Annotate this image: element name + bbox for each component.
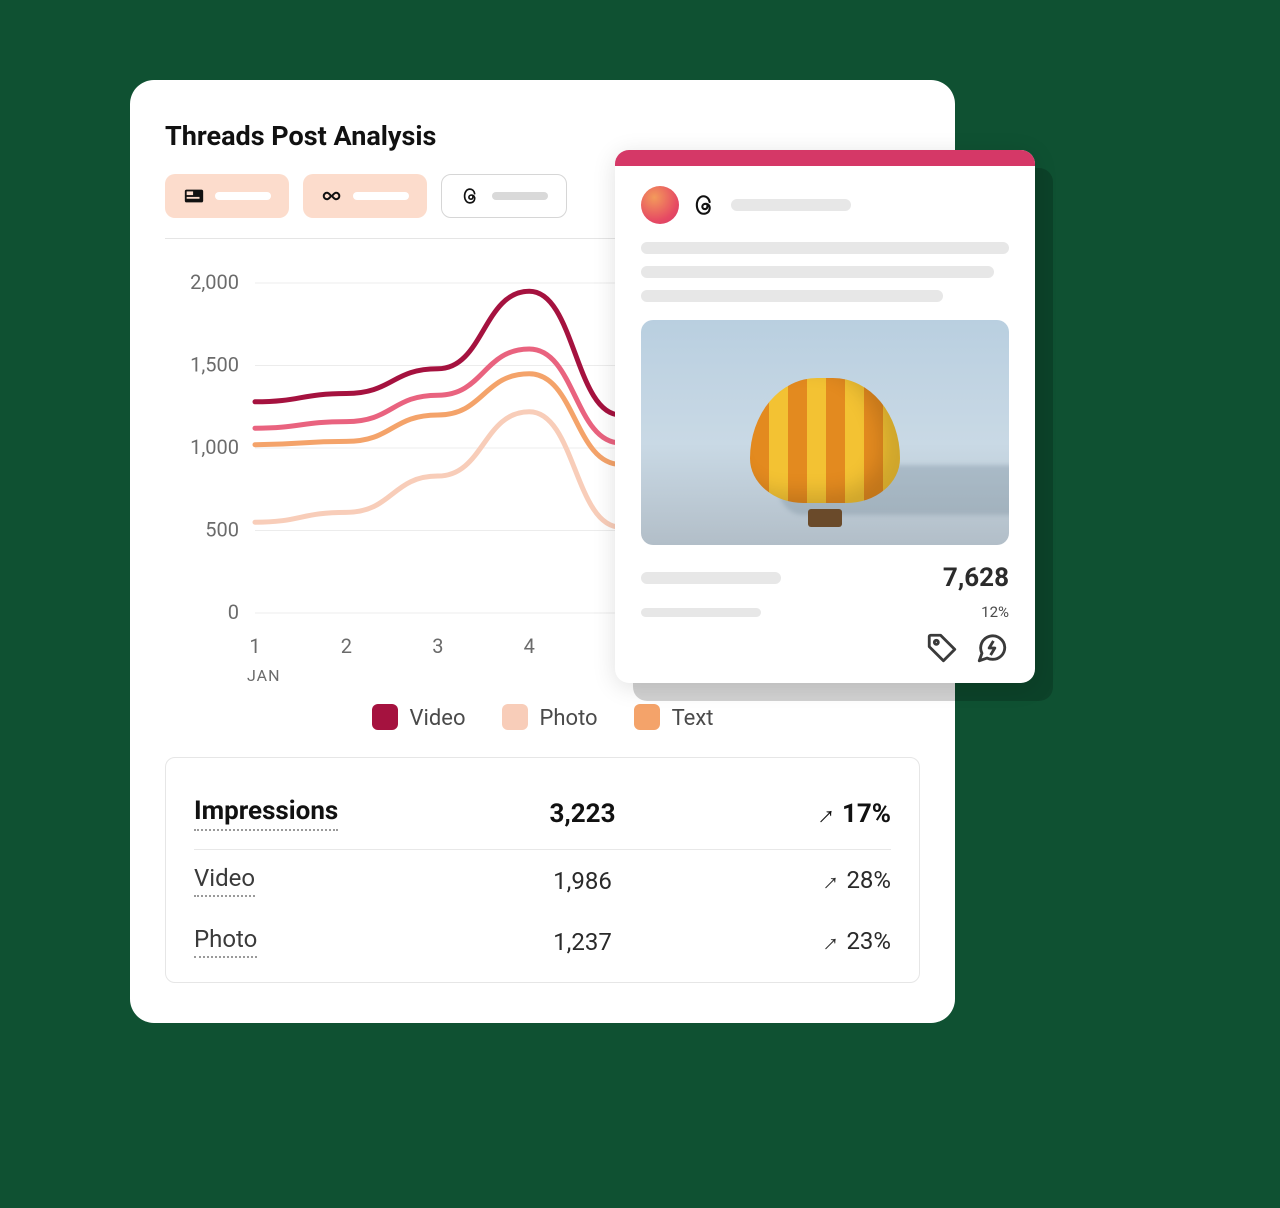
post-metric-value: 7,628 xyxy=(943,563,1009,593)
post-metric-row: 7,628 xyxy=(641,563,1009,593)
svg-text:500: 500 xyxy=(205,518,239,542)
boost-icon[interactable] xyxy=(975,631,1009,665)
legend-item: Text xyxy=(634,704,714,731)
stats-row: Photo 1,237 →23% xyxy=(194,911,891,972)
legend-item: Video xyxy=(372,704,466,731)
svg-text:2: 2 xyxy=(341,634,352,658)
card-title: Threads Post Analysis xyxy=(165,120,920,152)
card-icon xyxy=(183,185,205,207)
threads-icon xyxy=(460,185,482,207)
stats-header-pct: →17% xyxy=(741,798,891,829)
stats-row-pct: →28% xyxy=(741,866,891,895)
post-actions xyxy=(641,631,1009,665)
post-header xyxy=(641,186,1009,224)
stats-row: Video 1,986 →28% xyxy=(194,850,891,911)
avatar xyxy=(641,186,679,224)
stats-header-value: 3,223 xyxy=(424,799,741,829)
svg-text:1,500: 1,500 xyxy=(190,353,239,377)
post-accent-bar xyxy=(615,150,1035,166)
svg-text:1,000: 1,000 xyxy=(190,435,239,459)
placeholder-bar xyxy=(731,199,851,211)
svg-text:0: 0 xyxy=(228,600,239,624)
placeholder-bar xyxy=(492,192,548,200)
stats-table: Impressions 3,223 →17% Video 1,986 →28% … xyxy=(165,757,920,983)
balloon-illustration xyxy=(750,378,900,527)
svg-text:3: 3 xyxy=(432,634,443,658)
svg-text:1: 1 xyxy=(249,634,260,658)
svg-text:4: 4 xyxy=(524,634,535,658)
filter-threads[interactable] xyxy=(441,174,567,218)
filter-link[interactable] xyxy=(303,174,427,218)
placeholder-bar xyxy=(215,192,271,200)
placeholder-bar xyxy=(353,192,409,200)
stats-row-pct: →23% xyxy=(741,927,891,956)
post-image xyxy=(641,320,1009,545)
chart-legend: Video Photo Text xyxy=(165,704,920,731)
post-metric-pct: 12% xyxy=(981,603,1009,621)
svg-text:JAN: JAN xyxy=(247,666,281,685)
tag-icon[interactable] xyxy=(925,631,959,665)
stats-header-row: Impressions 3,223 →17% xyxy=(194,782,891,850)
post-text-placeholder xyxy=(641,242,1009,302)
filter-card[interactable] xyxy=(165,174,289,218)
legend-item: Photo xyxy=(502,704,598,731)
infinity-icon xyxy=(321,185,343,207)
threads-icon xyxy=(691,191,719,219)
stats-row-value: 1,986 xyxy=(424,867,741,895)
stats-row-label: Photo xyxy=(194,925,257,958)
stats-header-label: Impressions xyxy=(194,796,338,831)
stats-row-label: Video xyxy=(194,864,255,897)
placeholder-bar xyxy=(641,572,781,584)
placeholder-bar xyxy=(641,608,761,617)
post-preview-card: 7,628 12% xyxy=(615,150,1035,683)
stats-row-value: 1,237 xyxy=(424,928,741,956)
svg-text:2,000: 2,000 xyxy=(190,270,239,294)
post-metric-row: 12% xyxy=(641,603,1009,621)
